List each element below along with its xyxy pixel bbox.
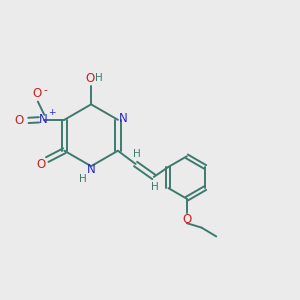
Text: H: H [95,73,103,83]
Text: N: N [87,163,95,176]
Text: N: N [119,112,128,125]
Text: H: H [152,182,159,192]
Text: O: O [182,213,191,226]
Text: N: N [39,113,48,126]
Text: O: O [85,72,94,85]
Text: +: + [49,108,56,117]
Text: H: H [133,149,141,159]
Text: O: O [33,87,42,100]
Text: -: - [44,85,47,95]
Text: O: O [14,114,23,127]
Text: H: H [79,174,87,184]
Text: O: O [36,158,45,171]
